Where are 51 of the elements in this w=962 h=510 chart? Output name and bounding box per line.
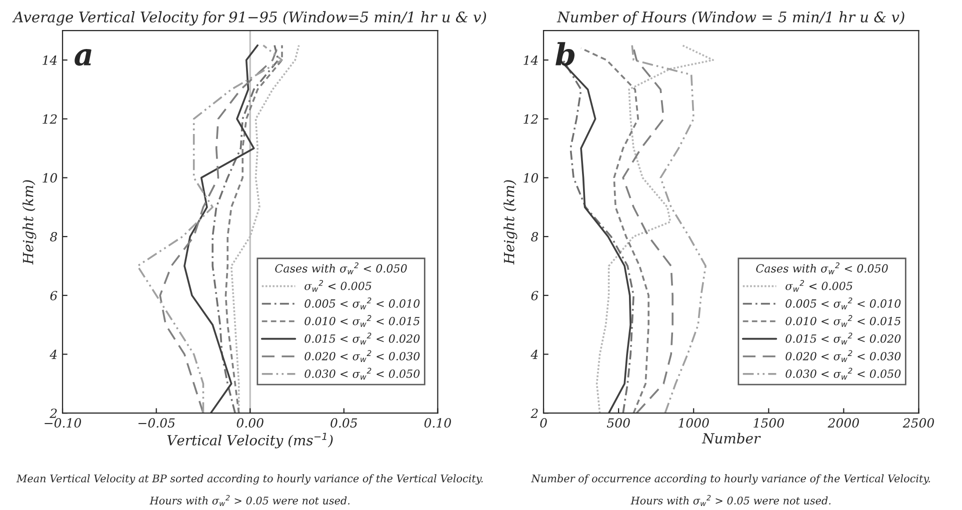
y-axis-title: Height (km): [22, 180, 36, 265]
y-tick-label: 14: [42, 55, 57, 65]
x-tick-label: −0.10: [44, 418, 82, 428]
legend-label: σ$_{w}$$^{2}$ < 0.005: [786, 280, 852, 292]
y-tick-label: 6: [50, 290, 58, 300]
text: Hours with σ$_{w}$$^{2}$ > 0.05 were not used.: [150, 494, 350, 506]
legend-label: 0.010 < σ$_{w}$$^{2}$ < 0.015: [304, 315, 420, 327]
y-tick-label: 12: [524, 114, 538, 124]
x-tick-label: 0: [540, 418, 547, 428]
y-tick-label: 8: [50, 232, 58, 242]
legend-label: σ$_{w}$$^{2}$ < 0.005: [304, 280, 372, 292]
x-tick-label: 1000: [678, 418, 709, 428]
chart-title: Average Vertical Velocity for 91−95 (Window=5 min/1 hr u & v): [12, 11, 486, 26]
y-tick-label: 6: [531, 290, 538, 300]
x-tick-label: 0.10: [424, 418, 451, 428]
y-tick-label: 10: [524, 173, 538, 183]
y-tick-label: 4: [50, 350, 57, 360]
legend-label: 0.015 < σ$_{w}$$^{2}$ < 0.020: [786, 332, 901, 344]
text: Number of occurrence according to hourly variance of the Vertical Velocity.: [531, 474, 930, 485]
x-tick-label: 0.05: [330, 418, 358, 428]
legend-label: 0.020 < σ$_{w}$$^{2}$ < 0.030: [304, 350, 420, 362]
y-tick-label: 14: [524, 55, 538, 65]
legend-title: Cases with σ$_{w}$$^{2}$ < 0.050: [275, 262, 407, 274]
y-tick-label: 8: [531, 232, 538, 242]
x-tick-label: −0.05: [138, 418, 175, 428]
legend-label: 0.030 < σ$_{w}$$^{2}$ < 0.050: [304, 368, 420, 380]
chart-title: Number of Hours (Window = 5 min/1 hr u & v): [556, 11, 904, 26]
y-tick-label: 4: [530, 350, 538, 360]
legend-title: Cases with σ$_{w}$$^{2}$ < 0.050: [756, 262, 888, 274]
text: Hours with σ$_{w}$$^{2}$ > 0.05 were not used.: [630, 494, 830, 506]
x-axis-title: Number: [702, 432, 761, 444]
y-tick-label: 2: [530, 408, 538, 418]
annotation: a: [74, 49, 92, 66]
x-axis-title: Vertical Velocity (ms$^{−1}$): [167, 432, 333, 448]
legend-label: 0.020 < σ$_{w}$$^{2}$ < 0.030: [786, 350, 901, 362]
legend-label: 0.005 < σ$_{w}$$^{2}$ < 0.010: [786, 298, 901, 310]
y-axis-title: Height (km): [504, 180, 518, 265]
x-tick-label: 2000: [828, 418, 859, 428]
y-tick-label: 10: [42, 173, 58, 183]
x-tick-label: 1500: [754, 418, 784, 428]
x-tick-label: 0.00: [236, 418, 264, 428]
y-tick-label: 12: [42, 114, 57, 124]
x-tick-label: 2500: [902, 418, 934, 428]
legend-label: 0.010 < σ$_{w}$$^{2}$ < 0.015: [786, 315, 900, 327]
legend-label: 0.015 < σ$_{w}$$^{2}$ < 0.020: [304, 332, 420, 344]
legend-label: 0.005 < σ$_{w}$$^{2}$ < 0.010: [304, 298, 420, 310]
y-tick-label: 2: [50, 408, 57, 418]
x-tick-label: 500: [606, 418, 630, 428]
text: Mean Vertical Velocity at BP sorted according to hourly variance of the Vertical Velocity.: [16, 474, 483, 485]
legend-label: 0.030 < σ$_{w}$$^{2}$ < 0.050: [786, 368, 901, 380]
annotation: b: [556, 42, 575, 66]
